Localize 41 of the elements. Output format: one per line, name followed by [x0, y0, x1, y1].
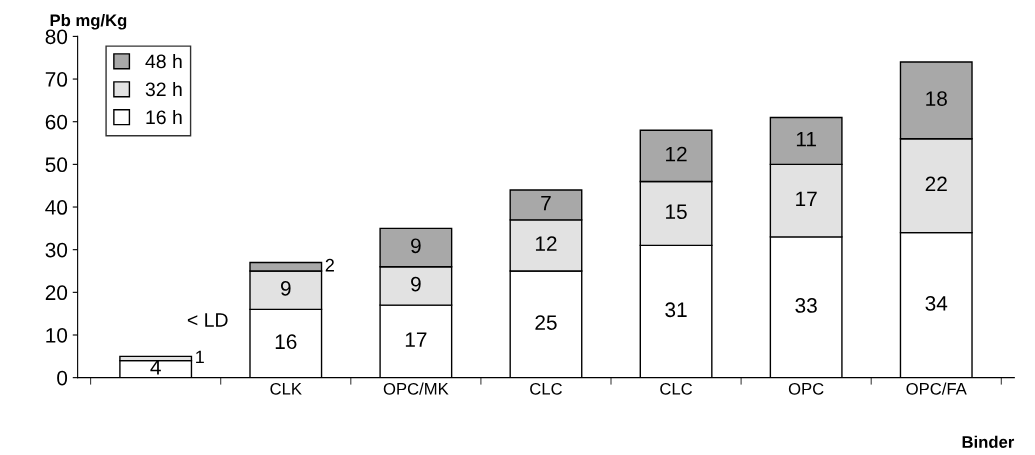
data-label: 33 — [795, 298, 817, 313]
legend-label: 32 h — [145, 81, 182, 97]
data-label: 9 — [411, 276, 421, 292]
data-label: 9 — [280, 281, 291, 296]
data-label: 25 — [535, 315, 557, 330]
data-label: 31 — [665, 302, 687, 318]
data-label: 11 — [796, 131, 816, 147]
legend-label: 48 h — [145, 54, 182, 69]
data-label: 17 — [405, 332, 427, 347]
annotation: < LD — [187, 313, 228, 327]
data-label: 17 — [796, 191, 817, 207]
x-tick-label: CLC — [660, 382, 693, 395]
data-label: 9 — [411, 238, 421, 254]
x-tick-label: OPC/MK — [383, 382, 449, 395]
y-tick-label: 50 — [45, 157, 68, 173]
y-tick-label: 70 — [45, 72, 68, 87]
x-tick-label: CLK — [270, 382, 302, 395]
x-tick-label: OPC/FA — [906, 382, 967, 395]
x-tick-label: CLC — [530, 382, 562, 395]
y-tick-label: 60 — [45, 114, 68, 130]
x-tick-label: OPC — [788, 382, 824, 395]
x-axis-title: Binder — [962, 435, 1015, 448]
data-label: 18 — [926, 91, 947, 106]
data-label: 16 — [275, 334, 297, 350]
data-label: 34 — [925, 295, 948, 311]
y-tick-label: 30 — [45, 242, 68, 258]
data-label: 1 — [196, 350, 204, 364]
y-tick-label: 0 — [57, 370, 68, 386]
data-label: 15 — [666, 204, 687, 220]
data-label: 4 — [150, 360, 161, 375]
y-axis-title: Pb mg/Kg — [50, 13, 127, 30]
legend-label: 16 h — [146, 109, 182, 125]
y-tick-label: 80 — [45, 29, 68, 45]
data-label: 7 — [541, 195, 551, 211]
data-label: 2 — [325, 258, 334, 272]
data-label: 12 — [535, 236, 557, 251]
data-label: 22 — [925, 176, 947, 192]
y-tick-label: 10 — [46, 328, 68, 343]
y-tick-label: 20 — [45, 285, 68, 301]
y-tick-label: 40 — [45, 200, 68, 215]
data-label: 12 — [666, 146, 687, 162]
